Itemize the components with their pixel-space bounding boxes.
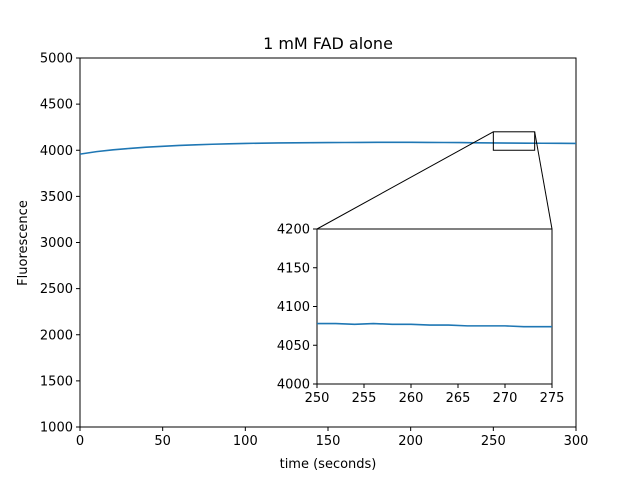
inset-y-tick-label: 4150 [277, 261, 310, 276]
inset-y-tick-label: 4050 [277, 339, 310, 354]
main-y-tick-label: 1500 [40, 374, 73, 389]
main-y-tick-label: 3500 [40, 190, 73, 205]
main-x-tick-label: 50 [154, 434, 171, 449]
main-y-tick-label: 2000 [40, 328, 73, 343]
main-x-tick-label: 300 [564, 434, 589, 449]
inset-x-tick-label: 270 [493, 391, 518, 406]
main-y-tick-label: 2500 [40, 282, 73, 297]
main-y-tick-label: 1000 [40, 421, 73, 436]
main-y-tick-label: 5000 [40, 52, 73, 67]
inset-y-tick-label: 4100 [277, 300, 310, 315]
main-x-tick-label: 100 [233, 434, 258, 449]
inset-x-tick-label: 265 [446, 391, 471, 406]
inset-x-tick-label: 255 [352, 391, 377, 406]
x-axis-label: time (seconds) [280, 457, 377, 472]
zoom-connector-line [534, 131, 553, 230]
inset-plot-area: 250 255 260 265 270 275 4000 4050 4100 4150 4200 [277, 223, 565, 407]
inset-y-tick-label: 4000 [277, 378, 310, 393]
main-x-tick-label: 0 [76, 434, 84, 449]
main-x-tick-label: 200 [398, 434, 423, 449]
inset-x-tick-label: 260 [399, 391, 424, 406]
main-x-tick-label: 250 [481, 434, 506, 449]
zoom-region-box [492, 131, 536, 151]
y-axis-label: Fluorescence [16, 200, 31, 286]
inset-x-tick-label: 250 [305, 391, 330, 406]
main-x-tick-label: 150 [316, 434, 341, 449]
inset-series-line [317, 322, 552, 328]
chart-title: 1 mM FAD alone [263, 34, 393, 53]
inset-frame [316, 228, 553, 385]
main-y-tick-label: 3000 [40, 236, 73, 251]
main-y-tick-label: 4000 [40, 144, 73, 159]
inset-x-tick-label: 275 [540, 391, 565, 406]
main-y-tick-label: 4500 [40, 98, 73, 113]
zoom-connector-line [316, 131, 494, 230]
inset-y-tick-label: 4200 [277, 223, 310, 238]
zoom-indicator [316, 131, 553, 230]
